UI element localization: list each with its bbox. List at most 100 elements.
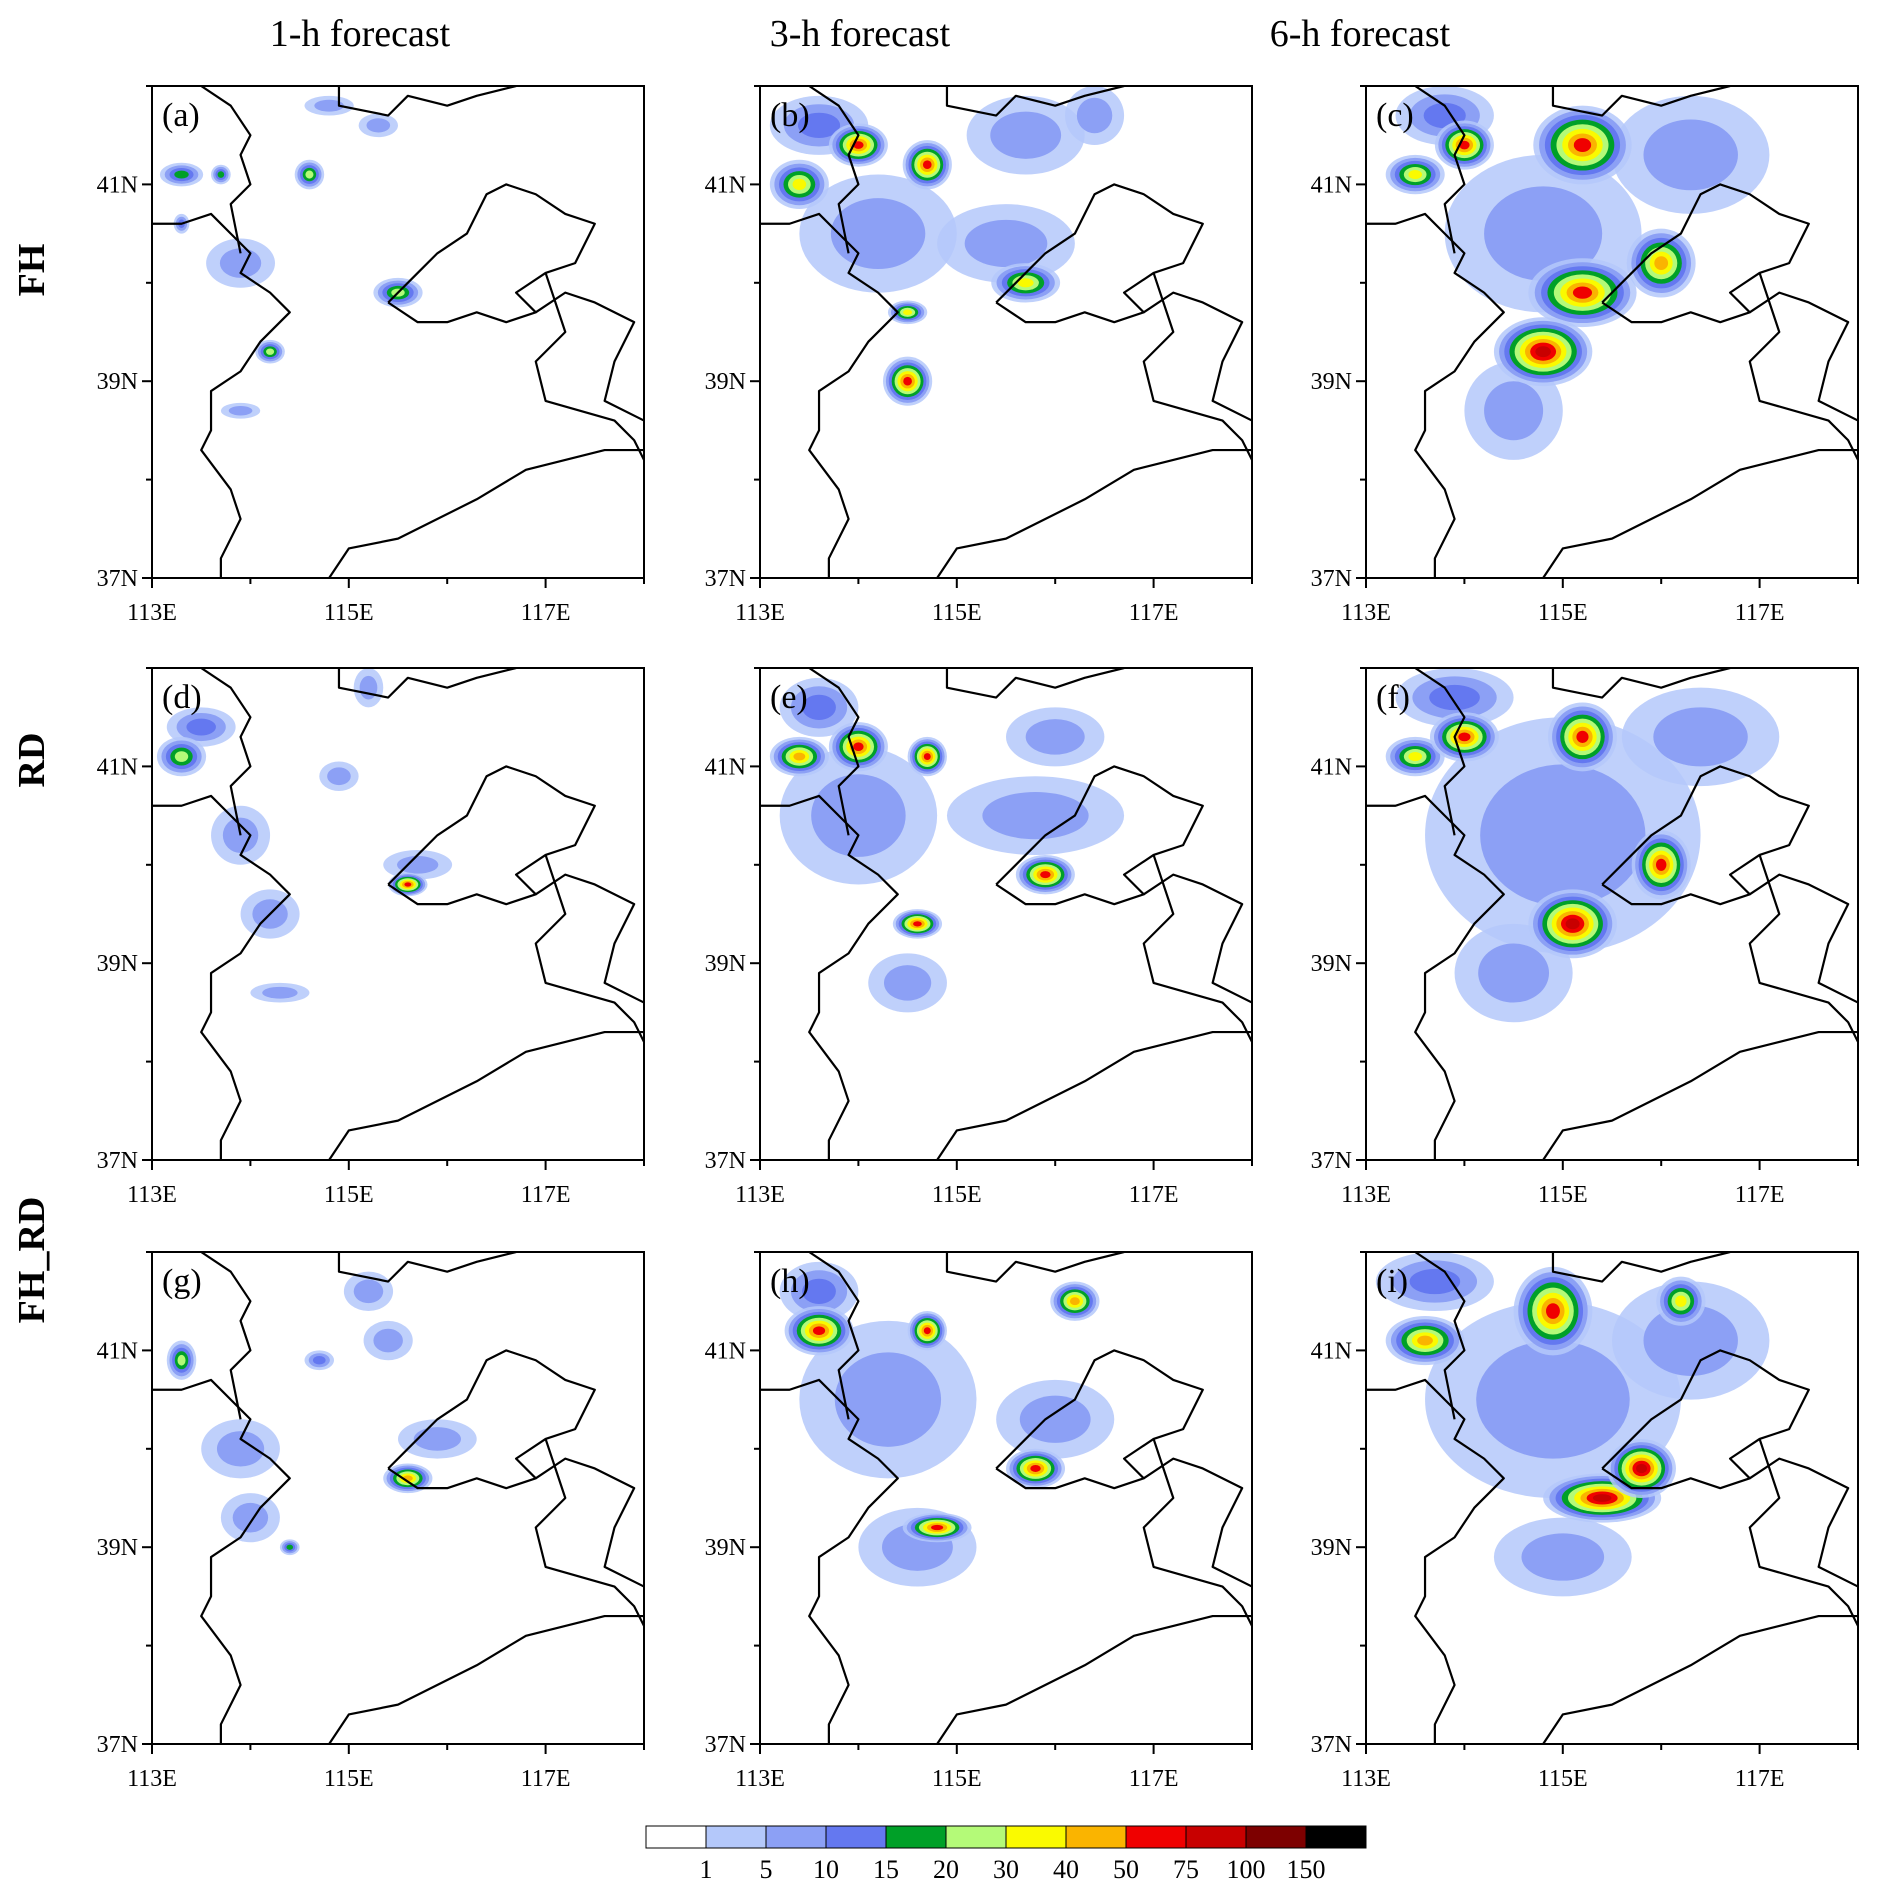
- y-tick-label: 39N: [705, 1535, 746, 1561]
- precip-cell: [797, 112, 841, 139]
- colorbar-tick-label: 50: [1113, 1855, 1139, 1884]
- precip-cell: [1476, 1340, 1630, 1459]
- precip-cell: [216, 1431, 265, 1467]
- x-tick-label: 113E: [1341, 600, 1391, 626]
- x-tick-label: 115E: [1538, 600, 1588, 626]
- x-tick-label: 113E: [127, 600, 177, 626]
- precip-cell: [853, 141, 864, 149]
- y-tick-label: 37N: [705, 1732, 746, 1758]
- province-boundary: [936, 448, 1252, 578]
- province-boundary: [936, 1614, 1252, 1744]
- y-tick-label: 39N: [97, 369, 138, 395]
- province-boundary: [1551, 668, 1731, 699]
- precip-cell: [1459, 140, 1470, 150]
- province-boundary: [808, 668, 860, 836]
- precip-cell: [964, 219, 1048, 268]
- precip-cell: [353, 1279, 384, 1304]
- precip-cell: [359, 675, 378, 700]
- precip-cell: [923, 753, 931, 761]
- province-boundary: [534, 854, 644, 1043]
- precip-cell: [922, 160, 932, 170]
- x-tick-label: 113E: [127, 1766, 177, 1792]
- province-boundary: [1366, 794, 1505, 1160]
- precip-cell: [830, 198, 926, 270]
- colorbar-tick-label: 5: [760, 1855, 773, 1884]
- x-tick-label: 115E: [1538, 1182, 1588, 1208]
- panel-frame: [151, 85, 645, 579]
- precip-cell: [1429, 684, 1480, 711]
- precip-cell: [1417, 1335, 1433, 1346]
- precip-cell: [802, 1278, 836, 1305]
- province-boundary: [760, 1378, 899, 1744]
- precip-cell: [1017, 278, 1034, 288]
- x-tick-label: 117E: [1735, 1766, 1785, 1792]
- precip-cell: [1069, 1297, 1080, 1306]
- y-tick-label: 37N: [97, 566, 138, 592]
- precip-field: [1375, 1252, 1770, 1597]
- y-tick-label: 41N: [97, 754, 138, 780]
- precip-cell: [834, 1352, 942, 1447]
- province-boundary: [200, 1252, 252, 1420]
- colorbar-swatch: [645, 1825, 707, 1849]
- colorbar-swatch: [1305, 1825, 1367, 1849]
- map-panel: (a) 113E 115E 117E 41N 39N 37N: [97, 85, 645, 626]
- province-boundary: [535, 873, 644, 1004]
- map-panel: (e) 113E 115E 117E 41N 39N 37N: [705, 667, 1253, 1208]
- precip-cell: [1576, 730, 1589, 743]
- x-tick-label: 115E: [1538, 1766, 1588, 1792]
- panel-frame: [1365, 85, 1859, 579]
- precip-cell: [853, 742, 864, 752]
- colorbar-swatch: [885, 1825, 947, 1849]
- province-boundary: [1142, 272, 1252, 461]
- precip-cell: [1458, 732, 1471, 742]
- column-title-3h: 3-h forecast: [769, 13, 951, 55]
- precip-cell: [1565, 918, 1580, 930]
- map-panel: (d) 113E 115E 117E 41N 39N 37N: [97, 667, 645, 1208]
- precip-cell: [982, 791, 1089, 840]
- colorbar-tick-label: 40: [1053, 1855, 1079, 1884]
- y-tick-label: 37N: [1311, 1732, 1352, 1758]
- province-boundary: [760, 212, 899, 578]
- x-tick-label: 117E: [1129, 600, 1179, 626]
- y-tick-label: 41N: [1311, 754, 1352, 780]
- precip-field: [769, 677, 1125, 1013]
- y-tick-label: 39N: [1311, 951, 1352, 977]
- column-title-1h: 1-h forecast: [269, 13, 451, 55]
- x-tick-label: 113E: [1341, 1182, 1391, 1208]
- boundaries: [760, 668, 1252, 1160]
- province-boundary: [995, 765, 1204, 906]
- precip-cell: [1019, 1395, 1091, 1443]
- province-boundary: [936, 1030, 1252, 1160]
- boundaries: [152, 1252, 644, 1744]
- province-boundary: [534, 272, 644, 461]
- province-boundary: [808, 86, 860, 254]
- province-boundary: [1551, 1252, 1731, 1283]
- colorbar-swatch: [945, 1825, 1007, 1849]
- precip-cell: [305, 170, 314, 179]
- precip-field: [1385, 86, 1770, 460]
- panel-label: (i): [1376, 1263, 1408, 1300]
- precip-cell: [1572, 286, 1593, 299]
- x-tick-label: 113E: [735, 600, 785, 626]
- precip-field: [159, 95, 423, 419]
- panel-frame: [759, 667, 1253, 1161]
- province-boundary: [945, 668, 1125, 699]
- map-panel: (h) 113E 115E 117E 41N 39N 37N: [705, 1251, 1253, 1792]
- panel-frame: [759, 1251, 1253, 1745]
- panel-frame: [759, 85, 1253, 579]
- y-tick-label: 41N: [705, 172, 746, 198]
- precip-cell: [186, 718, 216, 736]
- province-boundary: [328, 1030, 644, 1160]
- province-boundary: [1142, 854, 1252, 1043]
- province-boundary: [1414, 86, 1466, 254]
- panel-label: (d): [162, 679, 202, 716]
- x-tick-label: 115E: [932, 1182, 982, 1208]
- map-panel: (i) 113E 115E 117E 41N 39N 37N: [1311, 1251, 1859, 1792]
- precip-cell: [990, 111, 1062, 159]
- panel-label: (b): [770, 97, 810, 134]
- colorbar-swatch: [825, 1825, 887, 1849]
- y-tick-label: 39N: [705, 369, 746, 395]
- column-title-6h: 6-h forecast: [1269, 13, 1451, 55]
- province-boundary: [1601, 765, 1810, 906]
- precip-cell: [177, 1354, 186, 1366]
